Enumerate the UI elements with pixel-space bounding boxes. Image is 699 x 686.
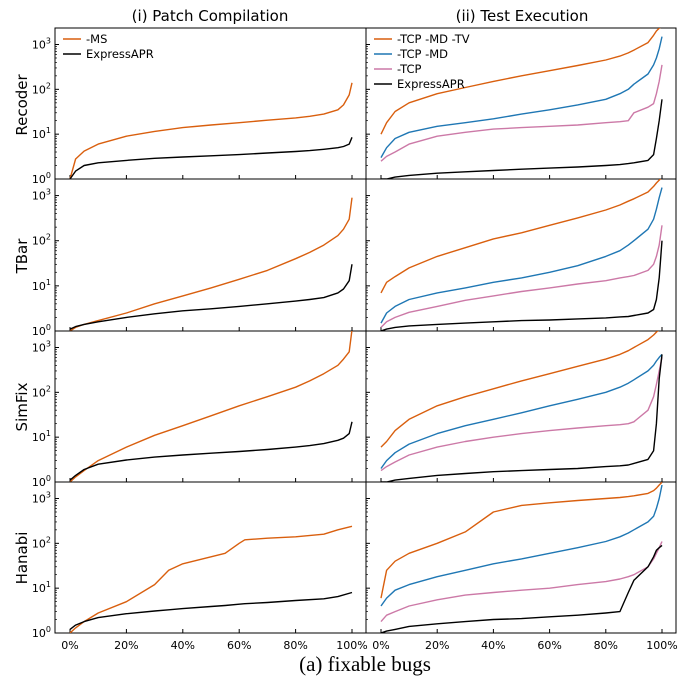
series-line-tcp (380, 64, 663, 162)
x-tick-label: 40% (171, 639, 195, 652)
y-tick-label: 102 (32, 384, 51, 399)
legend-label-tcp-md: -TCP -MD (397, 47, 448, 61)
y-tick-label: 100 (32, 625, 51, 640)
y-tick-label: 102 (32, 233, 51, 248)
series-line-tcp (380, 225, 663, 328)
series-line-tcp-md (380, 36, 663, 158)
panel-tbar-ii-test-execution (365, 178, 677, 332)
series-line-tcp-md-tv (380, 482, 663, 599)
series-line-ms (69, 331, 353, 482)
series-line-expressapr (380, 544, 663, 633)
x-tick-label: 0% (61, 639, 78, 652)
panel-frame (365, 481, 677, 634)
column-title-test-execution: (ii) Test Execution (456, 7, 589, 25)
series-line-expressapr (69, 137, 353, 179)
series-line-expressapr (69, 421, 353, 481)
row-label-recoder: Recoder (13, 74, 31, 136)
series-line-ms (69, 197, 353, 331)
series-line-tcp-md (380, 353, 663, 469)
y-tick-label: 101 (32, 429, 51, 444)
legend-label-tcp-md-tv: -TCP -MD -TV (397, 32, 470, 46)
y-tick-label: 102 (32, 535, 51, 550)
panel-simfix-i-patch-compilation: 100 101 102 103 (32, 330, 367, 489)
column-title-patch-compilation: (i) Patch Compilation (132, 7, 289, 25)
figure-caption: (a) fixable bugs (299, 652, 431, 676)
panel-frame (365, 178, 677, 332)
series-line-tcp (380, 541, 663, 623)
x-tick-label: 80% (283, 639, 307, 652)
x-tick-label: 100% (646, 639, 677, 652)
x-tick-labels: 0% 20% 40% 60% 80% 100% 0% 20% 40% 60% 80% 100% (61, 639, 677, 652)
panel-tbar-i-patch-compilation: 100 101 102 103 (32, 178, 367, 338)
x-tick-label: 80% (594, 639, 618, 652)
series-line-ms (69, 82, 353, 179)
legend-label-expressapr: ExpressAPR (397, 77, 465, 91)
series-line-expressapr (381, 99, 663, 179)
series-line-tcp (380, 357, 663, 472)
series-line-expressapr (380, 240, 663, 331)
y-tick-label: 100 (32, 323, 51, 338)
series-line-expressapr (381, 354, 663, 482)
x-tick-label: 100% (336, 639, 367, 652)
row-label-tbar: TBar (13, 238, 31, 275)
row-label-simfix: SimFix (13, 382, 31, 431)
series-line-tcp-md (380, 187, 663, 324)
series-line-tcp-md-tv (380, 28, 661, 135)
y-tick-label: 101 (32, 126, 51, 141)
panel-frame (365, 330, 677, 483)
x-tick-label: 20% (425, 639, 449, 652)
x-tick-label: 40% (481, 639, 505, 652)
legend-label-expressapr: ExpressAPR (86, 47, 154, 61)
series-line-tcp-md-tv (380, 179, 662, 294)
series-line-expressapr (69, 264, 353, 330)
legend-label-ms: -MS (86, 32, 107, 46)
y-tick-label: 103 (32, 339, 51, 354)
y-tick-label: 100 (32, 474, 51, 489)
y-tick-label: 103 (32, 490, 51, 505)
y-tick-label: 100 (32, 171, 51, 186)
y-tick-label: 101 (32, 278, 51, 293)
series-line-tcp-md (380, 484, 663, 607)
panel-hanabi-ii-test-execution (365, 481, 677, 634)
y-tick-label: 103 (32, 188, 51, 203)
panel-simfix-ii-test-execution (365, 330, 677, 483)
panel-hanabi-i-patch-compilation: 100 101 102 103 (32, 481, 367, 640)
row-label-hanabi: Hanabi (13, 532, 31, 585)
legend-label-tcp: -TCP (397, 62, 421, 76)
series-line-tcp-md-tv (380, 331, 659, 448)
series-line-ms (69, 525, 353, 633)
y-tick-label: 101 (32, 580, 51, 595)
x-tick-label: 60% (537, 639, 561, 652)
series-line-expressapr (69, 591, 353, 630)
x-tick-label: 60% (227, 639, 251, 652)
y-tick-label: 103 (32, 36, 51, 51)
x-tick-label: 20% (114, 639, 138, 652)
x-tick-label: 0% (372, 639, 389, 652)
y-tick-label: 102 (32, 81, 51, 96)
